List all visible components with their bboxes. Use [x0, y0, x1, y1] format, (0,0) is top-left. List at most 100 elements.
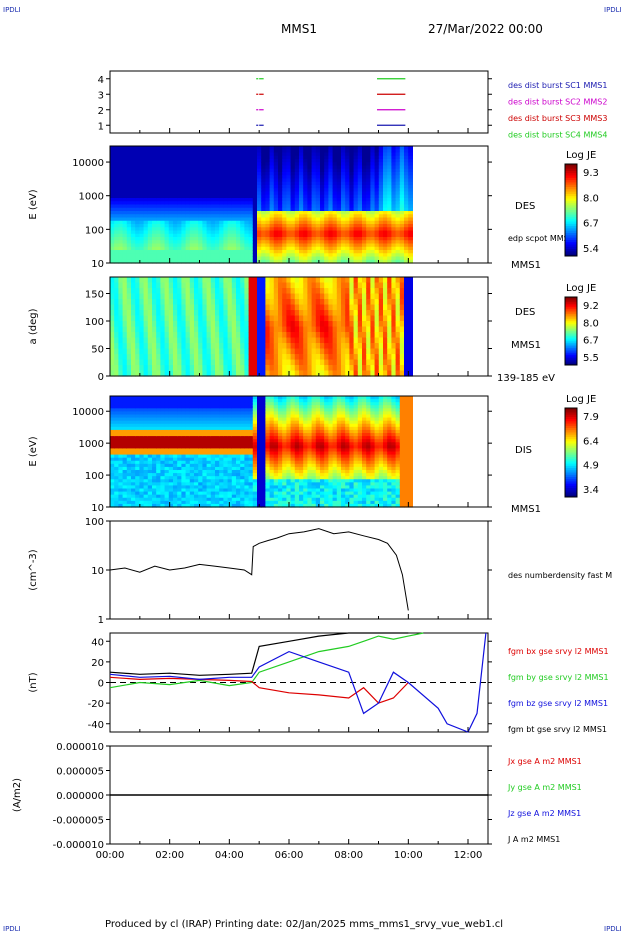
spectrogram-cell [341, 282, 346, 289]
spectrogram-cell [261, 240, 266, 245]
spectrogram-cell [198, 315, 203, 322]
spectrogram-cell [404, 246, 409, 251]
spectrogram-cell [181, 466, 187, 471]
spectrogram-cell [362, 149, 367, 154]
spectrogram-cell [156, 246, 161, 251]
spectrogram-cell [122, 402, 128, 406]
spectrogram-cell [198, 191, 203, 196]
spectrogram-cell [332, 149, 338, 154]
spectrogram-cell [198, 220, 203, 225]
spectrogram-cell [366, 165, 371, 170]
spectrogram-cell [181, 433, 187, 437]
des-energy-colorbar-swatch [565, 191, 577, 195]
spectrogram-cell [391, 178, 397, 183]
spectrogram-cell [227, 310, 233, 317]
spectrogram-cell [206, 482, 212, 487]
spectrogram-cell [139, 146, 145, 150]
spectrogram-cell [110, 224, 115, 228]
spectrogram-cell [257, 321, 262, 328]
spectrogram-cell [185, 227, 191, 232]
spectrogram-cell [114, 217, 119, 222]
spectrogram-cell [236, 175, 241, 180]
spectrogram-cell [194, 304, 199, 311]
spectrogram-cell [311, 198, 317, 202]
spectrogram-cell [391, 321, 397, 328]
spectrogram-cell [131, 491, 136, 496]
spectrogram-cell [131, 201, 136, 206]
spectrogram-cell [362, 332, 367, 339]
spectrogram-cell [408, 304, 413, 311]
spectrogram-cell [282, 293, 287, 300]
spectrogram-cell [181, 488, 187, 493]
spectrogram-cell [244, 256, 250, 261]
spectrogram-cell [320, 370, 325, 377]
spectrogram-cell [387, 152, 392, 157]
spectrogram-cell [341, 191, 346, 196]
spectrogram-cell [311, 365, 317, 372]
spectrogram-cell [366, 315, 371, 322]
spectrogram-cell [244, 337, 250, 344]
spectrogram-cell [282, 191, 287, 196]
spectrogram-cell [328, 370, 334, 377]
spectrogram-cell [399, 253, 405, 258]
spectrogram-cell [328, 326, 334, 333]
spectrogram-cell [198, 207, 203, 212]
spectrogram-cell [114, 491, 119, 496]
spectrogram-cell [307, 282, 313, 289]
spectrogram-cell [399, 201, 405, 206]
spectrogram-cell [294, 304, 300, 311]
spectrogram-cell [320, 188, 325, 193]
spectrogram-cell [378, 159, 384, 163]
spectrogram-cell [131, 207, 136, 212]
spectrogram-cell [139, 214, 145, 219]
spectrogram-cell [198, 332, 203, 339]
spectrogram-cell [391, 198, 397, 202]
spectrogram-cell [273, 191, 279, 196]
spectrogram-cell [383, 288, 388, 295]
spectrogram-cell [328, 224, 334, 228]
spectrogram-cell [290, 310, 296, 317]
spectrogram-cell [261, 227, 266, 232]
spectrogram-cell [139, 457, 145, 462]
spectrogram-cell [374, 332, 380, 339]
spectrogram-cell [328, 191, 334, 196]
spectrogram-cell [265, 211, 271, 215]
spectrogram-cell [328, 310, 334, 317]
spectrogram-cell [357, 288, 363, 295]
spectrogram-cell [198, 233, 203, 238]
spectrogram-cell [244, 343, 250, 350]
spectrogram-cell [152, 220, 157, 225]
spectrogram-cell [160, 402, 166, 406]
spectrogram-cell [135, 277, 140, 284]
spectrogram-cell [231, 207, 237, 212]
spectrogram-cell [387, 214, 392, 219]
spectrogram-cell [147, 211, 153, 215]
spectrogram-cell [294, 326, 300, 333]
spectrogram-cell [332, 230, 338, 235]
spectrogram-cell [231, 365, 237, 372]
spectrogram-cell [227, 354, 233, 361]
mission-title: MMS1 [281, 22, 317, 36]
spectrogram-cell [248, 185, 254, 189]
spectrogram-cell [152, 201, 157, 206]
spectrogram-cell [231, 168, 237, 173]
spectrogram-cell [189, 152, 195, 157]
spectrogram-cell [328, 198, 334, 202]
date-title: 27/Mar/2022 00:00 [428, 22, 543, 36]
spectrogram-cell [164, 463, 170, 468]
spectrogram-cell [156, 204, 161, 209]
spectrogram-cell [198, 370, 203, 377]
spectrogram-cell [173, 433, 178, 437]
spectrogram-cell [257, 299, 262, 306]
spectrogram-cell [152, 451, 157, 456]
spectrogram-cell [299, 207, 304, 212]
spectrogram-cell [391, 230, 397, 235]
spectrogram-cell [160, 451, 166, 456]
spectrogram-cell [236, 191, 241, 196]
spectrogram-cell [231, 337, 237, 344]
spectrogram-cell [244, 315, 250, 322]
spectrogram-cell [240, 243, 245, 248]
spectrogram-cell [160, 233, 166, 238]
spectrogram-cell [257, 256, 262, 261]
spectrogram-cell [311, 159, 317, 163]
